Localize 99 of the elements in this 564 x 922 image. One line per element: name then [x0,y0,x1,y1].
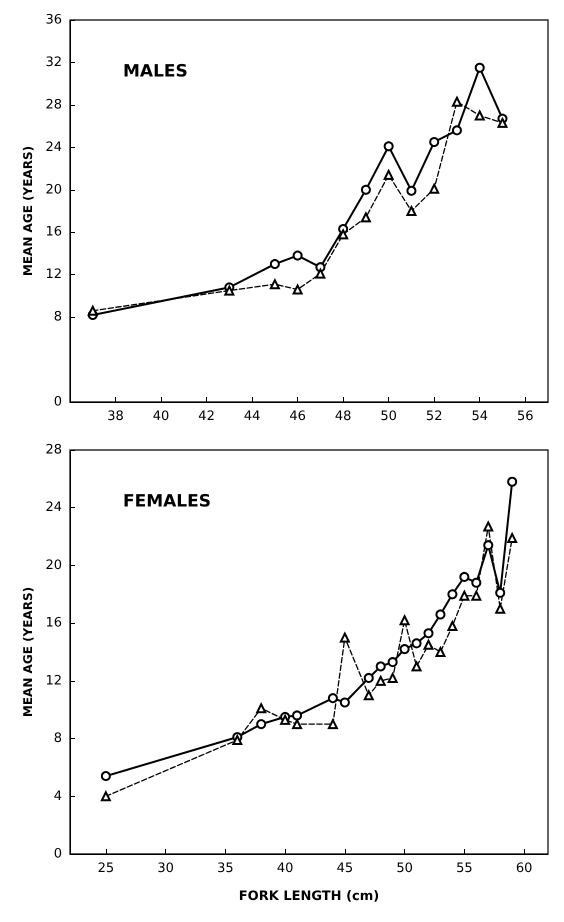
point [270,279,280,290]
x-tick-label: 50 [380,409,397,424]
x-tick-label: 30 [157,861,174,876]
x-tick-label: 56 [516,409,534,424]
point [471,578,482,588]
point [224,286,234,296]
point [507,476,518,487]
y-tick-label: 24 [45,500,62,516]
y-tick-label: 36 [45,12,62,28]
point [388,657,398,668]
point [328,693,338,704]
y-tick-label: 28 [45,442,62,458]
x-tick-label: 60 [516,861,532,876]
x-tick-label: 40 [152,409,170,424]
y-tick-label: 8 [54,310,62,325]
point [435,609,446,620]
x-tick-label: 25 [98,861,114,876]
y-tick-label: 12 [45,267,62,282]
point [495,604,506,614]
point [400,644,410,654]
y-tick-label: 12 [45,673,62,688]
x-tick-label: 40 [276,861,294,876]
y-tick-label: 0 [54,394,62,410]
point [100,791,111,802]
point [256,719,266,730]
x-tick-label: 42 [198,409,215,424]
x-tick-label: 38 [107,409,124,424]
point [340,632,350,643]
y-tick-label: 20 [45,182,62,198]
y-tick-label: 16 [45,224,62,240]
point [474,110,485,120]
text: FEMALES [123,492,211,512]
point [474,62,485,73]
y-tick-label: 16 [45,616,62,631]
point [459,572,470,582]
point [360,212,371,222]
y-axis-title: MEAN AGE (YEARS) [21,586,35,718]
point [406,206,416,216]
point [100,771,111,782]
point [483,540,494,550]
x-tick-label: 55 [456,861,473,876]
point [364,672,374,683]
point [412,638,422,648]
point [452,125,462,136]
text: MALES [123,62,188,82]
x-tick-label: 45 [336,861,354,876]
point [412,661,422,672]
point [328,719,338,730]
x-axis-title: FORK LENGTH (cm) [238,889,380,904]
point [424,640,434,650]
x-tick-label: 52 [426,409,442,424]
point [447,589,458,600]
x-tick-label: 35 [217,861,234,876]
x-tick-label: 44 [244,409,260,424]
x-tick-label: 48 [334,409,352,424]
y-axis-title: MEAN AGE (YEARS) [21,146,35,276]
point [406,186,416,196]
point [384,170,394,180]
point [292,719,302,730]
point [452,96,462,107]
point [376,661,386,672]
point [483,521,494,532]
point [360,184,371,195]
point [507,533,518,544]
point [256,703,266,714]
point [459,590,470,601]
point [232,735,242,746]
point [292,710,302,720]
point [388,672,398,683]
y-tick-label: 4 [54,788,62,804]
point [338,229,348,240]
point [292,284,303,295]
x-tick-label: 54 [471,409,488,424]
y-tick-label: 8 [54,731,62,746]
y-tick-label: 28 [45,97,62,112]
point [429,184,440,194]
point [280,714,290,725]
point [340,698,350,708]
point [315,268,326,279]
point [471,590,482,601]
point [270,259,280,270]
point [364,690,374,700]
x-tick-label: 50 [396,861,413,876]
point [435,647,446,657]
point [497,118,508,128]
x-tick-label: 46 [289,409,306,424]
point [384,141,394,152]
y-tick-label: 32 [45,54,62,70]
point [495,588,506,598]
point [429,137,440,148]
point [447,621,458,632]
point [292,250,303,261]
point [88,306,98,316]
y-tick-label: 24 [45,140,62,155]
y-tick-label: 0 [54,846,62,862]
y-tick-label: 20 [45,558,62,573]
point [400,615,410,626]
point [376,676,386,686]
point [424,628,434,638]
